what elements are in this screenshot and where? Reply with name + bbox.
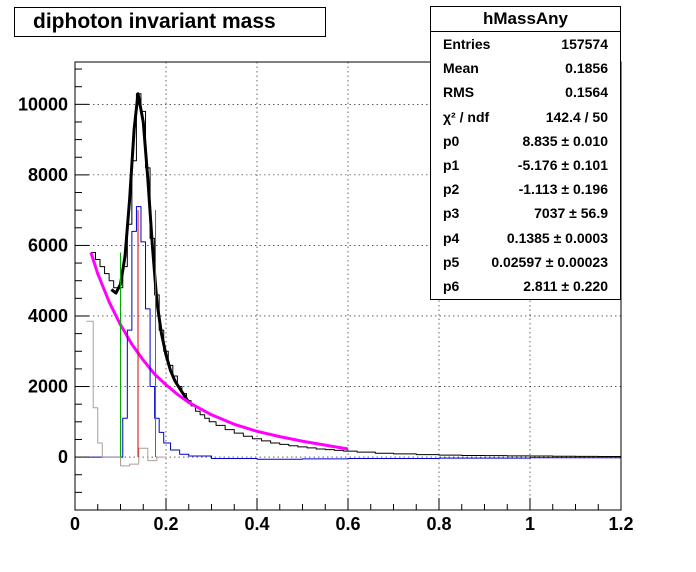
stats-value: 157574 (561, 36, 608, 53)
x-tick-label: 0.8 (426, 514, 451, 534)
y-tick-label: 10000 (18, 94, 68, 114)
y-tick-label: 2000 (28, 377, 68, 397)
y-tick-label: 8000 (28, 165, 68, 185)
y-tick-label: 6000 (28, 235, 68, 255)
stats-value: 7037 ± 56.9 (534, 205, 608, 222)
x-tick-label: 0.6 (335, 514, 360, 534)
stats-row: Mean 0.1856 (431, 56, 620, 80)
stats-row: p3 7037 ± 56.9 (431, 201, 620, 225)
stats-value: 0.02597 ± 0.00023 (491, 253, 608, 270)
stats-box: hMassAny Entries 157574 Mean 0.1856 RMS 0.1… (430, 6, 621, 300)
stats-row: p1 -5.176 ± 0.101 (431, 153, 620, 177)
stats-row: p4 0.1385 ± 0.0003 (431, 226, 620, 250)
series-fit (110, 92, 191, 404)
series-gray (86, 320, 166, 467)
x-tick-label: 0.4 (244, 514, 269, 534)
stats-label: Entries (443, 36, 491, 53)
stats-value: 8.835 ± 0.010 (522, 132, 608, 149)
x-tick-label: 1.2 (608, 514, 633, 534)
stats-value: 0.1564 (565, 84, 608, 101)
stats-value: 2.811 ± 0.220 (523, 277, 608, 294)
stats-row: p2 -1.113 ± 0.196 (431, 177, 620, 201)
series-blue (88, 206, 622, 460)
stats-label: p2 (443, 181, 460, 198)
y-tick-label: 0 (58, 447, 68, 467)
stats-label: p3 (443, 205, 460, 222)
y-tick-label: 4000 (28, 306, 68, 326)
stats-value: 0.1856 (565, 60, 608, 77)
stats-row: p0 8.835 ± 0.010 (431, 129, 620, 153)
stats-label: χ² / ndf (443, 108, 490, 125)
stats-value: -5.176 ± 0.101 (517, 157, 608, 174)
stats-label: p6 (443, 277, 460, 294)
axis-layer: 0 0.2 0.4 0.6 0.8 1 1.2 0 2000 4000 6000 8000 10000 (18, 68, 634, 534)
stats-row: Entries 157574 (431, 32, 620, 56)
series-background (89, 252, 349, 451)
stats-title: hMassAny (431, 7, 620, 32)
stats-label: p4 (443, 229, 460, 246)
series-layer (86, 92, 622, 467)
x-tick-label: 0 (70, 514, 80, 534)
stats-label: p5 (443, 253, 460, 270)
stats-value: -1.113 ± 0.196 (518, 181, 608, 198)
stats-label: RMS (443, 84, 475, 101)
x-tick-label: 0.2 (153, 514, 178, 534)
stats-value: 142.4 / 50 (545, 108, 608, 125)
stats-value: 0.1385 ± 0.0003 (506, 229, 608, 246)
stats-row: p5 0.02597 ± 0.00023 (431, 250, 620, 274)
chart-title: diphoton invariant mass (14, 7, 326, 37)
stats-row: χ² / ndf 142.4 / 50 (431, 105, 620, 129)
series-histogram (90, 93, 622, 458)
x-tick-label: 1 (525, 514, 535, 534)
stats-row: RMS 0.1564 (431, 80, 620, 104)
chart-title-text: diphoton invariant mass (33, 10, 276, 33)
stats-label: p0 (443, 132, 460, 149)
stats-label: Mean (443, 60, 479, 77)
stats-label: p1 (443, 157, 460, 174)
stats-row: p6 2.811 ± 0.220 (431, 274, 620, 298)
